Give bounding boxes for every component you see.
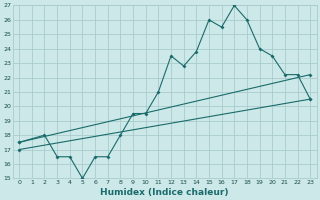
X-axis label: Humidex (Indice chaleur): Humidex (Indice chaleur) [100, 188, 229, 197]
